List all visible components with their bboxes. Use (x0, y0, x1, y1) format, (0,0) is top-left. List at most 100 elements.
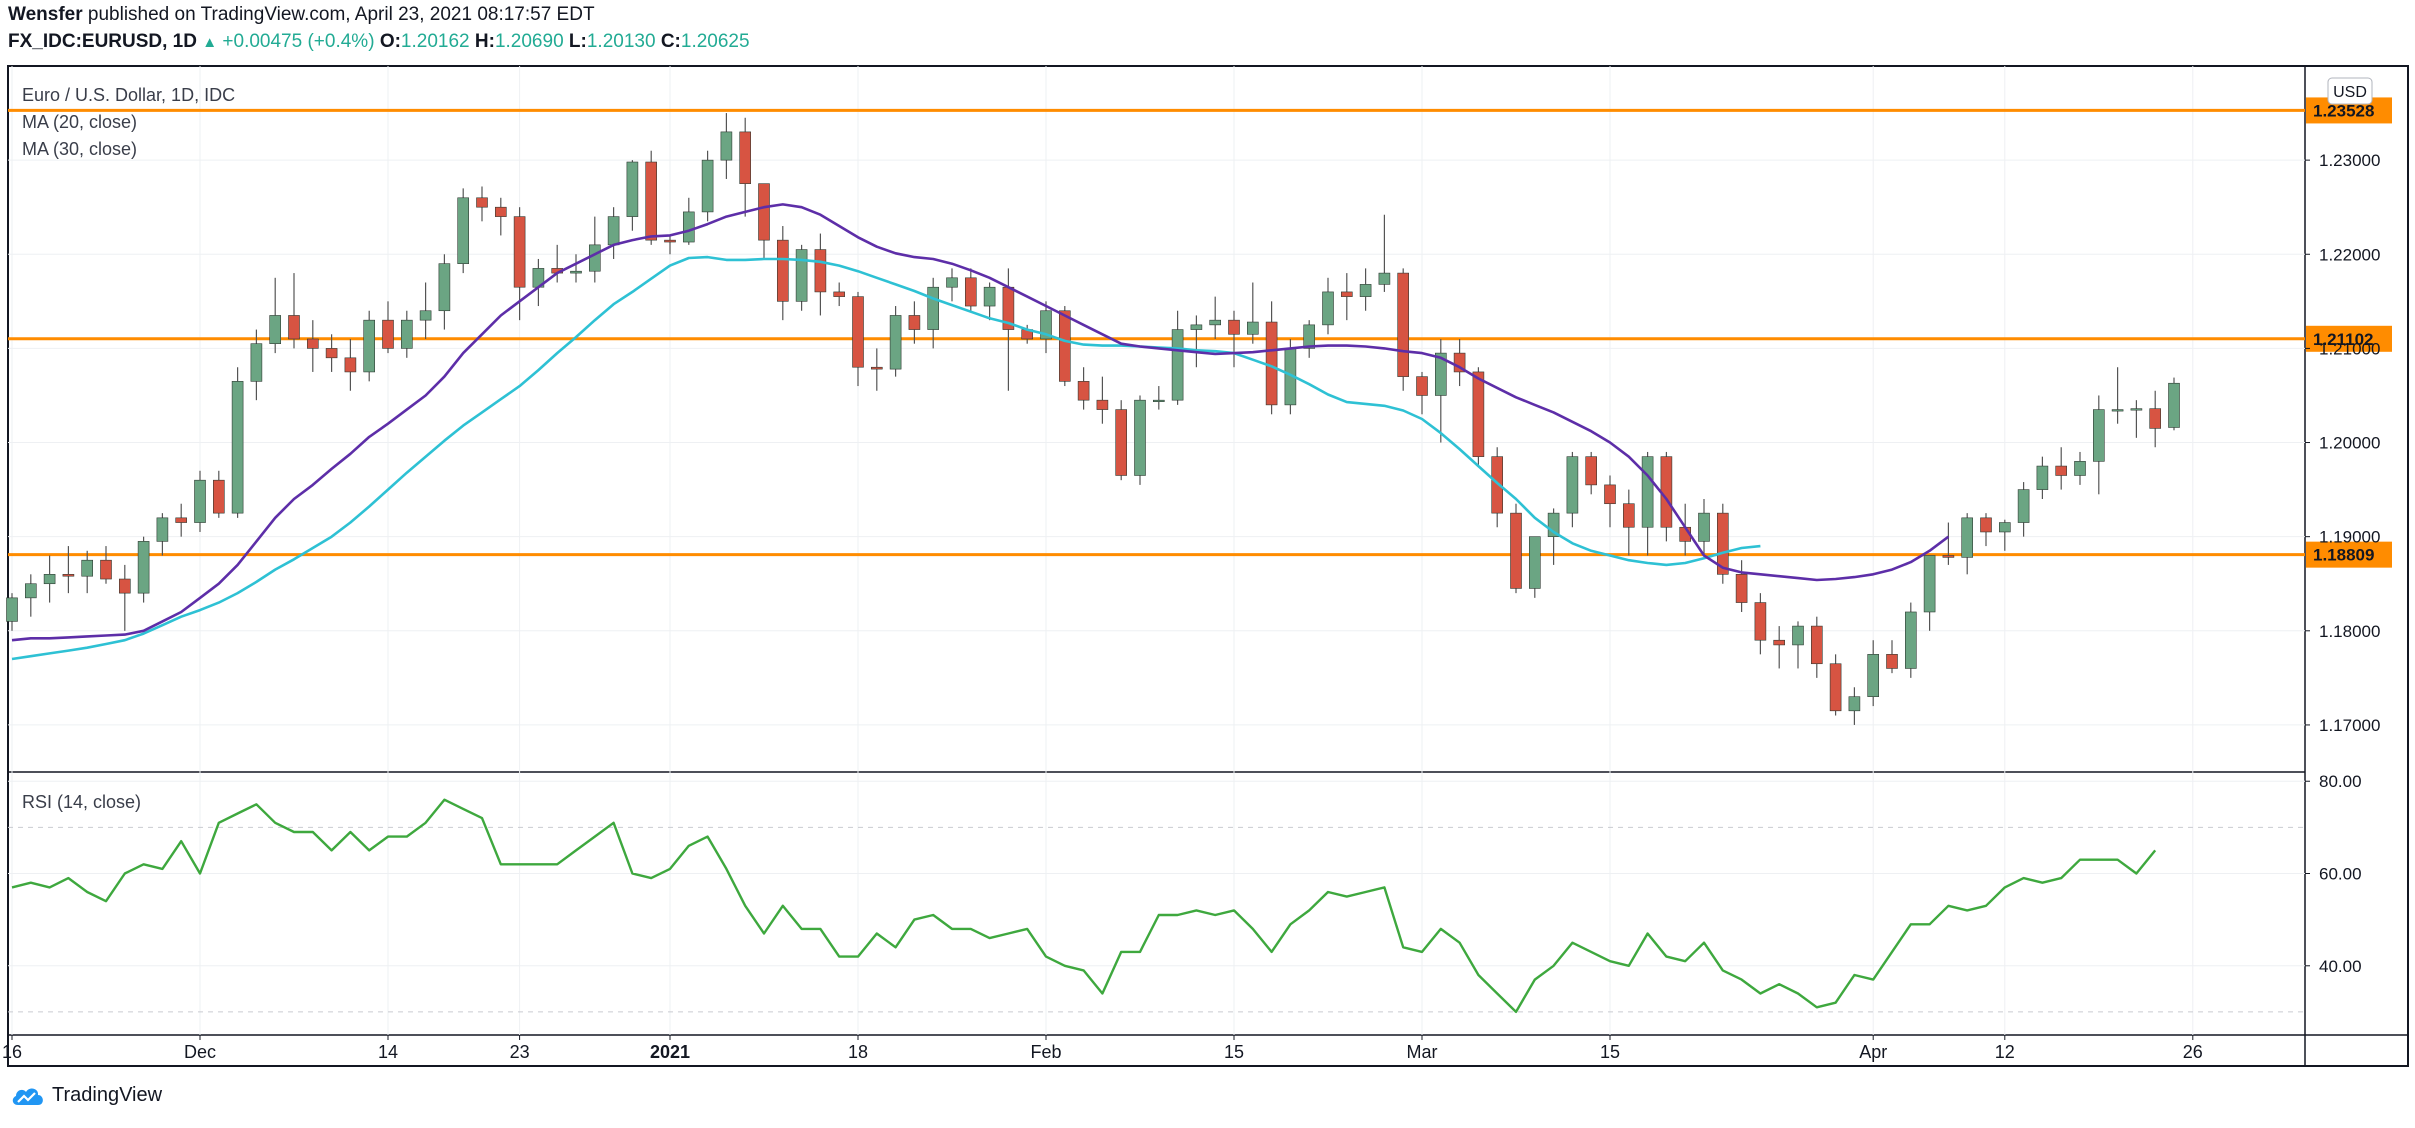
price-tick-label: 1.19000 (2319, 528, 2380, 547)
candle-up (2017, 489, 2030, 523)
low-value: 1.20130 (586, 31, 656, 52)
currency-button-bg[interactable] (2327, 77, 2373, 105)
candle-up (1209, 319, 1221, 326)
price-tick-label: 1.21000 (2319, 339, 2380, 358)
candle-down (645, 161, 658, 241)
candle-up (81, 559, 93, 577)
candle-down (1491, 456, 1503, 514)
candle-up (1867, 654, 1879, 697)
price-tick-label: 1.20000 (2319, 434, 2380, 453)
time-tick-label: 15 (1600, 1042, 1620, 1062)
legend-ma30: MA (30, close) (22, 139, 137, 159)
candle-down (776, 239, 789, 302)
candle-up (1529, 536, 1541, 589)
candle-down (62, 574, 75, 577)
candle-up (795, 249, 808, 302)
candle-down (1811, 625, 1823, 665)
candle-down (1510, 512, 1522, 589)
high-value: 1.20690 (494, 31, 564, 52)
candle-up (24, 583, 37, 599)
candle-up (983, 286, 996, 307)
horizontal-level-label: 1.18809 (2313, 546, 2374, 565)
close-value: 1.20625 (680, 31, 750, 52)
time-tick-label: 2021 (650, 1042, 690, 1062)
candle-down (100, 559, 112, 580)
candle-down (1096, 399, 1109, 410)
candle-up (889, 315, 902, 370)
legend-rsi: RSI (14, close) (22, 792, 141, 812)
time-tick-label: 23 (510, 1042, 530, 1062)
candle-down (758, 183, 770, 241)
candle-down (1585, 456, 1597, 486)
candle-down (1077, 381, 1090, 401)
currency-button[interactable]: USD (2327, 77, 2373, 105)
candle-up (946, 277, 958, 288)
candle-down (739, 131, 752, 184)
candle-up (1303, 324, 1315, 349)
author-name[interactable]: Wensfer (8, 4, 83, 25)
candle-up (6, 597, 18, 622)
candle-down (1980, 517, 1992, 533)
candle-up (1040, 310, 1052, 340)
rsi-line (11, 798, 2157, 1014)
candle-up (137, 541, 150, 594)
candle-up (2036, 465, 2049, 490)
time-tick-label: 26 (2183, 1042, 2203, 1062)
candle-up (194, 479, 206, 523)
time-tick-label: Feb (1030, 1042, 1061, 1062)
candle-up (1247, 321, 1259, 335)
open-label: O: (379, 31, 401, 52)
close-label: C: (660, 31, 681, 52)
price-tick-label: 1.22000 (2319, 245, 2380, 264)
candle-up (607, 216, 620, 246)
candle-up (1322, 291, 1334, 326)
candle-up (2074, 461, 2086, 476)
footer-brand[interactable]: TradingView (10, 1084, 162, 1107)
candle-down (1660, 456, 1673, 528)
candle-down (1754, 602, 1767, 641)
candle-down (1886, 654, 1898, 669)
ohlc-line: FX_IDC:EURUSD, 1D ▲ +0.00475 (+0.4%) O:1… (8, 31, 750, 53)
candle-down (1115, 409, 1127, 476)
rsi-tick-label: 60.00 (2319, 865, 2362, 884)
candle-up (720, 131, 733, 161)
tradingview-cloud-icon (12, 1087, 43, 1105)
horizontal-level-label: 1.21102 (2313, 330, 2374, 349)
horizontal-level-label: 1.23528 (2313, 101, 2374, 120)
candle-down (833, 291, 846, 297)
candle-down (870, 366, 883, 370)
legend-title: Euro / U.S. Dollar, 1D, IDC (22, 85, 235, 105)
time-tick-label: 14 (378, 1042, 398, 1062)
candle-down (325, 348, 338, 359)
candle-up (1905, 611, 1917, 669)
candle-up (1641, 456, 1654, 528)
candle-up (269, 315, 282, 344)
rsi-pane (8, 798, 2305, 1014)
candle-down (1829, 663, 1842, 712)
candle-up (438, 263, 451, 312)
candle-up (1190, 324, 1203, 330)
time-tick-label: Dec (184, 1042, 216, 1062)
candle-down (382, 319, 394, 349)
candle-up (682, 211, 695, 243)
open-value: 1.20162 (400, 31, 470, 52)
candle-up (626, 161, 639, 217)
candle-down (476, 197, 488, 208)
horizontal-level-tag (2306, 325, 2392, 352)
currency-button-label[interactable]: USD (2333, 84, 2367, 101)
candle-up (2130, 408, 2143, 411)
candle-up (250, 343, 263, 382)
candle-down (1341, 291, 1353, 297)
candle-up (1792, 625, 1804, 646)
time-tick-label: 18 (848, 1042, 868, 1062)
time-tick-label: 12 (1995, 1042, 2015, 1062)
candle-down (494, 206, 507, 217)
candle-down (513, 216, 526, 288)
ma20-line (11, 203, 1950, 642)
candle-down (1265, 321, 1278, 406)
candle-up (2111, 409, 2124, 412)
candle-up (2093, 409, 2105, 462)
candle-down (1604, 484, 1616, 505)
candle-down (2149, 408, 2161, 429)
